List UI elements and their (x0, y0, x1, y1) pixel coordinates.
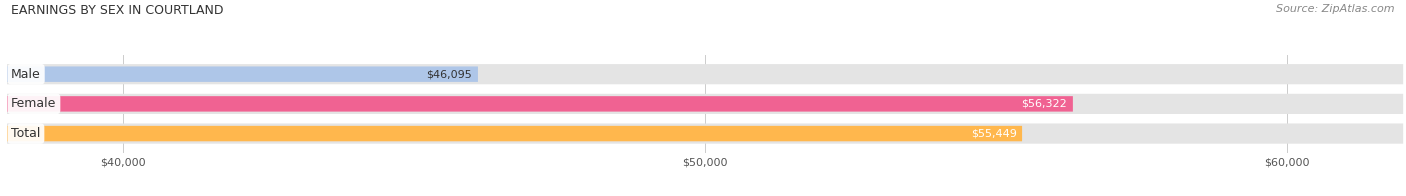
Text: Male: Male (11, 68, 41, 81)
Text: $56,322: $56,322 (1022, 99, 1067, 109)
Text: $55,449: $55,449 (970, 129, 1017, 139)
FancyBboxPatch shape (7, 64, 1403, 84)
Text: $46,095: $46,095 (426, 69, 472, 79)
FancyBboxPatch shape (7, 96, 1073, 112)
Text: Source: ZipAtlas.com: Source: ZipAtlas.com (1277, 4, 1395, 14)
FancyBboxPatch shape (7, 94, 1403, 114)
FancyBboxPatch shape (7, 66, 478, 82)
Text: EARNINGS BY SEX IN COURTLAND: EARNINGS BY SEX IN COURTLAND (11, 4, 224, 17)
Text: Total: Total (11, 127, 41, 140)
FancyBboxPatch shape (7, 126, 1022, 141)
Text: Female: Female (11, 97, 56, 110)
FancyBboxPatch shape (7, 123, 1403, 144)
